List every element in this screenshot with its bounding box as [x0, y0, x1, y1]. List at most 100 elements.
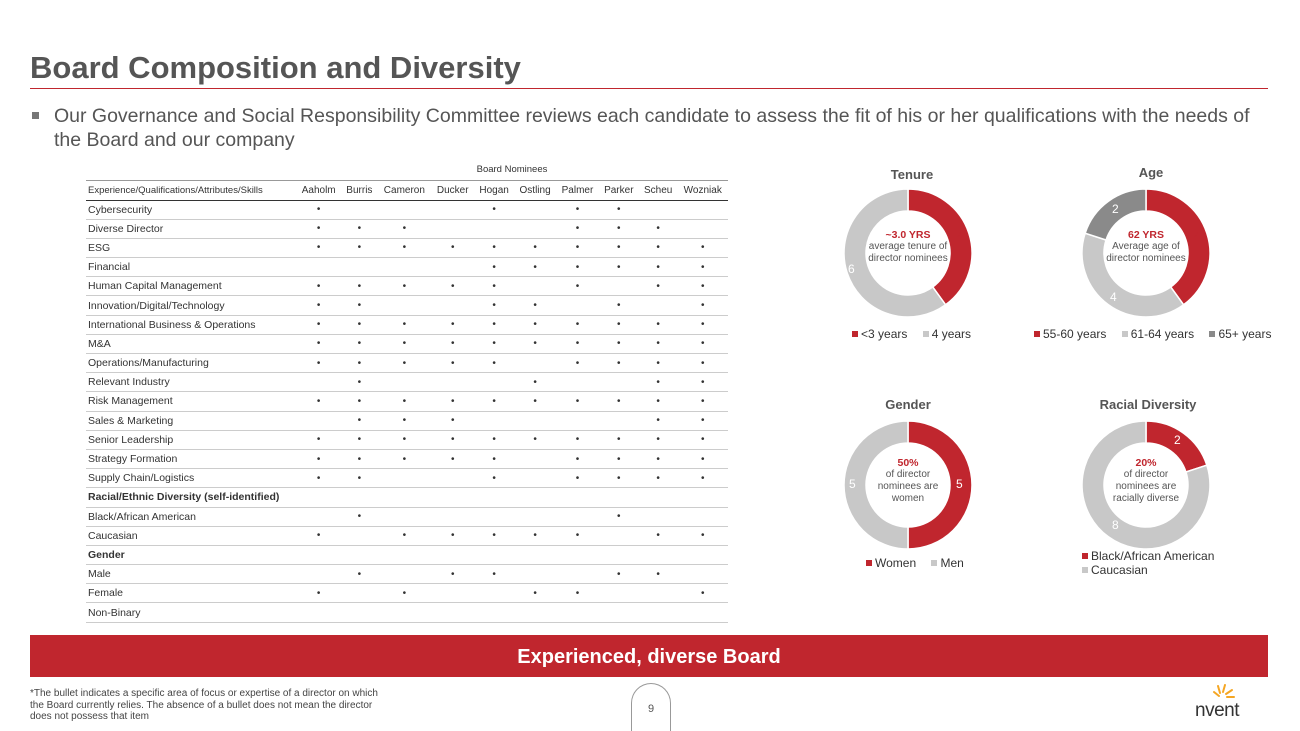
- legend-label: 65+ years: [1218, 327, 1272, 341]
- matrix-cell: [556, 545, 599, 566]
- matrix-cell: •: [514, 430, 557, 450]
- matrix-cell: •: [514, 334, 557, 355]
- matrix-cell: •: [474, 200, 515, 220]
- legend-label: 55-60 years: [1043, 327, 1107, 341]
- nominee-header: Cameron: [377, 179, 432, 201]
- matrix-cell: •: [377, 276, 432, 297]
- matrix-cell: •: [598, 391, 639, 412]
- nominee-header: Aaholm: [296, 179, 342, 201]
- nominee-header: Ostling: [514, 179, 557, 201]
- matrix-cell: [598, 487, 639, 508]
- table-row: Sales & Marketing • • • • •: [86, 411, 728, 431]
- matrix-cell: [474, 219, 515, 239]
- gender-center-value: 50%: [897, 457, 919, 469]
- chart-title: Age: [1138, 165, 1164, 180]
- matrix-cell: [598, 276, 639, 297]
- matrix-cell: [677, 564, 728, 585]
- table-row: Caucasian • • • • • • • •: [86, 526, 728, 546]
- matrix-cell: [377, 200, 432, 220]
- tenure-center-value: ~3.0 YRS: [885, 229, 931, 241]
- matrix-cell: •: [431, 526, 475, 546]
- tenure-center-label: average tenure of director nominees: [868, 241, 948, 264]
- matrix-cell: •: [474, 564, 515, 585]
- matrix-cell: •: [638, 430, 678, 450]
- table-row: Supply Chain/Logistics • • • • • • •: [86, 468, 728, 489]
- age-center-label: Average age of director nominees: [1106, 241, 1186, 264]
- matrix-cell: [296, 564, 342, 585]
- legend-item: 55-60 years: [1034, 327, 1106, 341]
- matrix-cell: •: [377, 315, 432, 335]
- gender-legend: Women Men: [866, 556, 964, 570]
- matrix-cell: •: [514, 295, 557, 316]
- matrix-cell: •: [431, 238, 475, 259]
- matrix-cell: [598, 583, 639, 604]
- matrix-cell: •: [296, 334, 342, 355]
- table-row: Male • • • • •: [86, 564, 728, 585]
- table-row: ESG • • • • • • • • • •: [86, 238, 728, 259]
- intro-bullet-text: Our Governance and Social Responsibility…: [54, 105, 1250, 151]
- matrix-cell: [377, 372, 432, 393]
- matrix-cell: •: [556, 391, 599, 412]
- matrix-cell: [377, 564, 432, 585]
- matrix-cell: [296, 507, 342, 527]
- legend-label: Caucasian: [1091, 563, 1148, 577]
- matrix-cell: [341, 526, 378, 546]
- gender-center-text: 50% of director nominees are women: [868, 457, 948, 505]
- skills-column-header: Experience/Qualifications/Attributes/Ski…: [86, 179, 296, 201]
- matrix-cell: [341, 200, 378, 220]
- matrix-cell: •: [341, 391, 378, 412]
- skill-label: Human Capital Management: [86, 276, 296, 297]
- matrix-cell: •: [474, 449, 515, 470]
- table-row: Human Capital Management • • • • • • • •: [86, 276, 728, 297]
- matrix-cell: [377, 468, 432, 489]
- matrix-cell: •: [474, 295, 515, 316]
- title-divider: [30, 88, 1268, 89]
- matrix-cell: •: [638, 334, 678, 355]
- racial-label-1: 8: [1112, 518, 1119, 532]
- matrix-cell: [514, 219, 557, 239]
- matrix-cell: •: [341, 564, 378, 585]
- legend-item: 65+ years: [1209, 327, 1271, 341]
- square-bullet-icon: [32, 112, 39, 119]
- matrix-cell: [341, 583, 378, 604]
- donut-slice: [1081, 420, 1211, 550]
- matrix-cell: •: [377, 391, 432, 412]
- racial-diversity-chart: Racial Diversity 20% of director nominee…: [1078, 395, 1278, 580]
- matrix-cell: •: [598, 468, 639, 489]
- nvent-logo: nvent: [1195, 682, 1255, 722]
- age-label-0: 4: [1194, 229, 1201, 243]
- matrix-cell: •: [474, 391, 515, 412]
- matrix-cell: •: [598, 238, 639, 259]
- matrix-cell: [474, 487, 515, 508]
- matrix-cell: [431, 602, 475, 623]
- matrix-cell: •: [341, 430, 378, 450]
- matrix-cell: •: [677, 353, 728, 374]
- matrix-cell: [377, 257, 432, 278]
- matrix-cell: •: [474, 430, 515, 450]
- matrix-cell: •: [296, 353, 342, 374]
- matrix-cell: •: [474, 238, 515, 259]
- legend-swatch-icon: [866, 560, 872, 566]
- legend-item: Women: [866, 556, 916, 570]
- legend-item: Caucasian: [1082, 563, 1214, 577]
- table-corner: [86, 160, 296, 180]
- age-donut: [1081, 188, 1211, 318]
- matrix-cell: •: [377, 583, 432, 604]
- matrix-cell: •: [377, 449, 432, 470]
- donut-slice: [1081, 232, 1185, 318]
- skill-label: Risk Management: [86, 391, 296, 412]
- skill-label: Caucasian: [86, 526, 296, 546]
- nominee-header: Ducker: [431, 179, 475, 201]
- matrix-cell: •: [638, 449, 678, 470]
- matrix-cell: •: [474, 334, 515, 355]
- board-nominees-header: Board Nominees: [296, 160, 728, 181]
- matrix-cell: •: [341, 295, 378, 316]
- legend-swatch-icon: [1209, 331, 1216, 337]
- matrix-cell: [514, 507, 557, 527]
- skill-label: Male: [86, 564, 296, 585]
- matrix-cell: [514, 353, 557, 374]
- matrix-cell: •: [638, 238, 678, 259]
- matrix-cell: [431, 487, 475, 508]
- matrix-cell: •: [341, 372, 378, 393]
- matrix-cell: [377, 487, 432, 508]
